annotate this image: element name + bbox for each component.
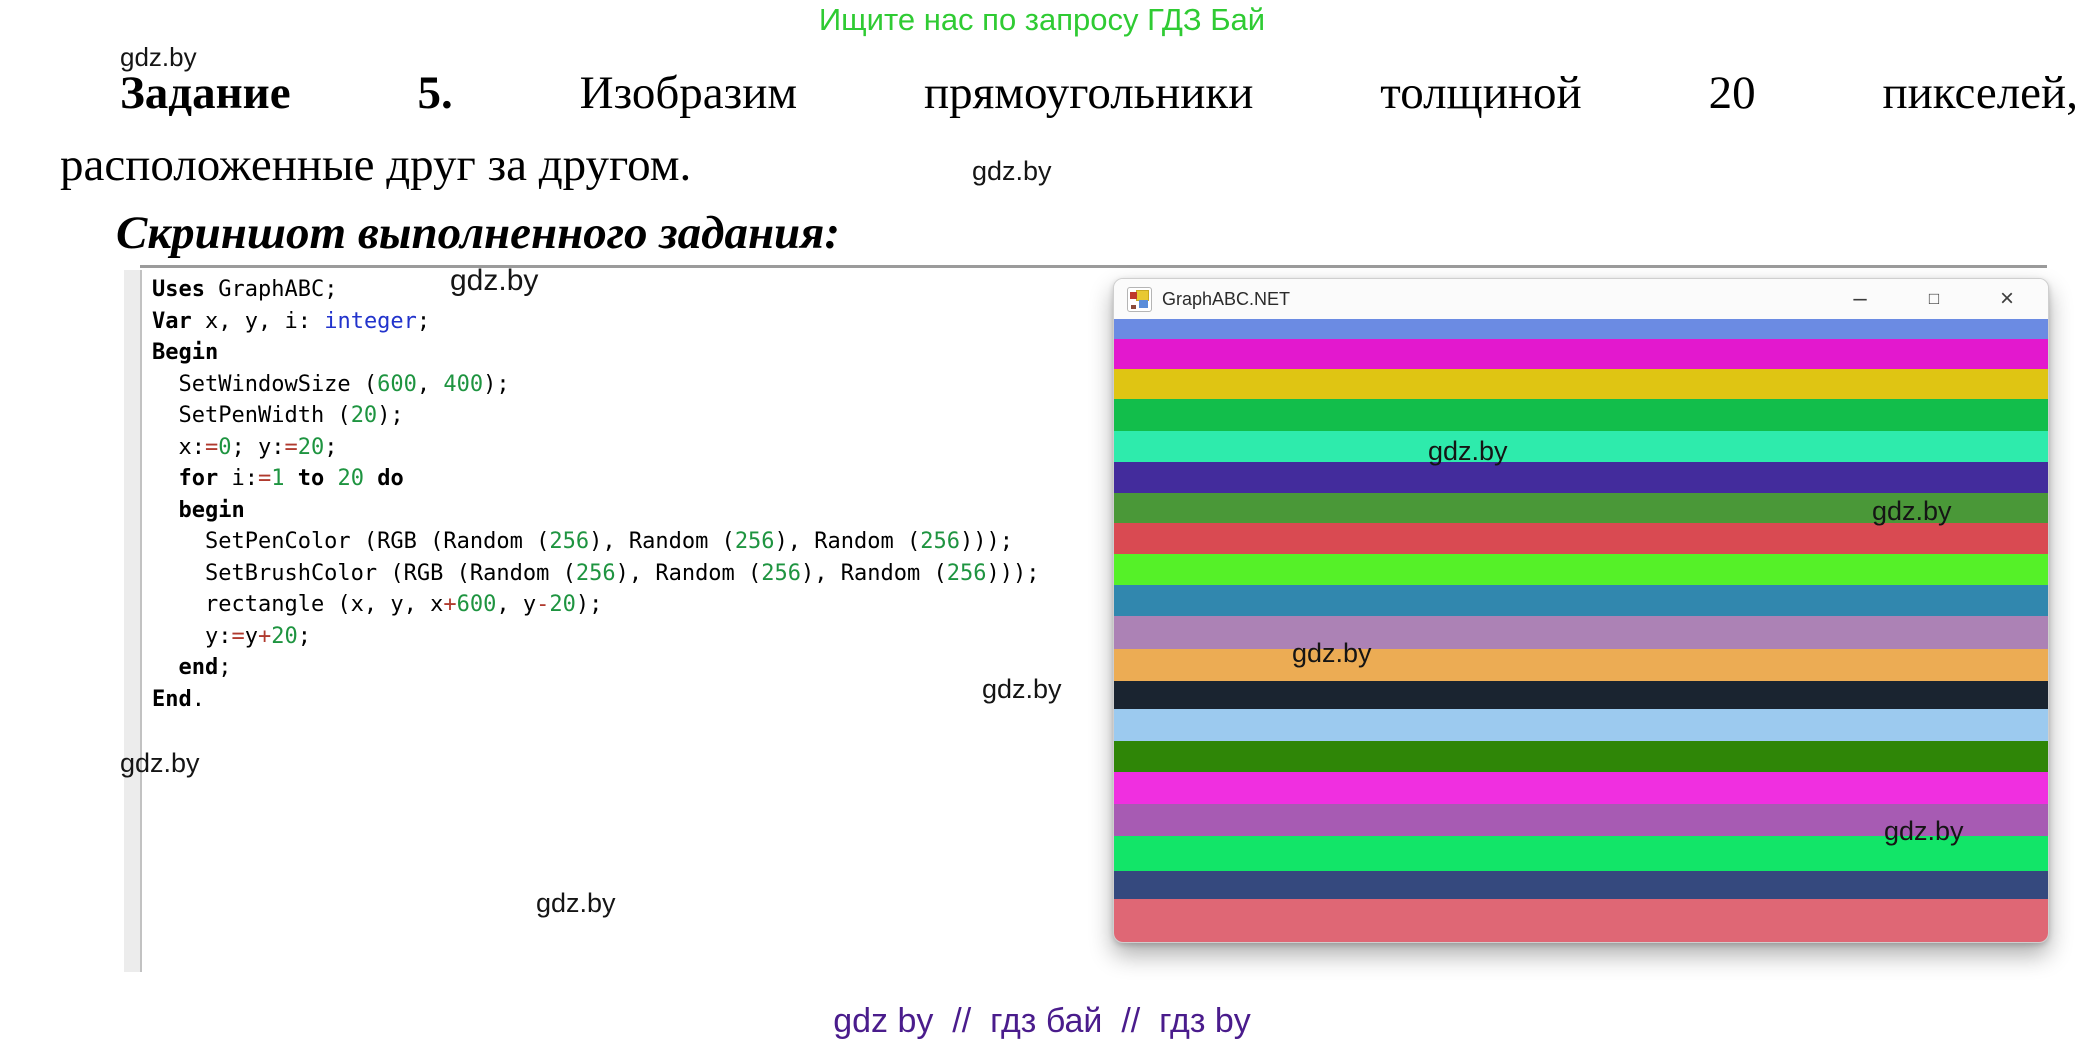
code-line: end; <box>178 655 232 680</box>
icon-dark-square <box>1131 304 1136 309</box>
stripe-15 <box>1114 741 2048 772</box>
watermark-gdzby: gdz.by <box>120 42 197 72</box>
stripe-9 <box>1114 554 2048 585</box>
stripes <box>1114 319 2048 942</box>
stripe-10 <box>1114 585 2048 616</box>
heading-word: толщиной <box>1380 67 1582 119</box>
code-line: SetBrushColor (RGB (Random (256), Random… <box>152 560 1040 586</box>
stripe-13 <box>1114 681 2048 709</box>
stripe-6 <box>1114 462 2048 493</box>
graphabc-app-icon <box>1127 286 1152 312</box>
heading-word: 20 <box>1708 67 1756 119</box>
heading-word: Задание <box>120 67 291 119</box>
graphabc-window: GraphABC.NET – □ × <box>1113 278 2049 943</box>
code-line: SetWindowSize (600, 400); <box>152 371 510 397</box>
watermark-gdzby: gdz.by <box>536 888 616 918</box>
watermark-gdzby: gdz.by <box>1872 496 1952 526</box>
stripe-1 <box>1114 319 2048 339</box>
stripe-7 <box>1114 493 2048 523</box>
stripe-17 <box>1114 804 2048 836</box>
promo-banner: Ищите нас по запросу ГДЗ Бай <box>818 2 1266 37</box>
stripe-19 <box>1114 871 2048 899</box>
icon-red-square <box>1130 291 1137 299</box>
code-line: End. <box>152 686 205 712</box>
section-divider <box>140 265 2047 268</box>
code-line: begin <box>178 497 245 523</box>
code-line: Var x, y, i: integer; <box>152 308 431 334</box>
stripe-2 <box>1114 339 2048 369</box>
heading-word: Изобразим <box>579 67 798 119</box>
icon-blue-square <box>1139 299 1148 308</box>
stripe-11 <box>1114 616 2048 649</box>
code-line: for i:=1 to 20 do <box>178 466 404 491</box>
stripe-16 <box>1114 772 2048 804</box>
code-line: rectangle (x, y, x+600, y-20); <box>152 592 603 617</box>
code-block: Uses GraphABC; Var x, y, i: integer; Begin… <box>152 274 1039 715</box>
stripe-3 <box>1114 369 2048 399</box>
code-line: SetPenWidth (20); <box>152 403 404 428</box>
watermark-gdzby: gdz.by <box>982 674 1062 704</box>
stripe-4 <box>1114 399 2048 431</box>
footer-keywords: gdz by // гдз бай // гдз by <box>833 1002 1251 1040</box>
stripe-12 <box>1114 649 2048 681</box>
maximize-button[interactable]: □ <box>1928 289 1940 308</box>
heading-word: пикселей, <box>1882 67 2078 119</box>
code-line: x:=0; y:=20; <box>152 434 338 460</box>
code-line: y:=y+20; <box>152 623 311 649</box>
stripe-18 <box>1114 836 2048 871</box>
watermark-gdzby: gdz.by <box>120 748 200 778</box>
watermark-gdzby: gdz.by <box>1428 436 1508 466</box>
stripe-8 <box>1114 523 2048 554</box>
code-panel-gutter <box>124 270 142 972</box>
task-heading-line1: Задание 5. Изобразим прямоугольники толщиной… <box>120 66 2078 120</box>
screenshot-subtitle: Скриншот выполненного задания: <box>116 207 841 259</box>
watermark-gdzby: gdz.by <box>972 156 1052 186</box>
watermark-gdzby: gdz.by <box>1292 638 1372 668</box>
watermark-gdzby: gdz.by <box>450 264 539 297</box>
code-line: Uses GraphABC; <box>152 277 338 302</box>
stripe-20 <box>1114 899 2048 942</box>
watermark-gdzby: gdz.by <box>1884 816 1964 846</box>
window-title: GraphABC.NET <box>1162 288 1291 309</box>
stripe-5 <box>1114 431 2048 462</box>
code-line: Begin <box>152 340 219 365</box>
heading-word: 5. <box>417 67 453 119</box>
window-titlebar[interactable]: GraphABC.NET – □ × <box>1114 279 2048 319</box>
task-heading-line2: расположенные друг за другом. <box>60 139 692 191</box>
heading-word: прямоугольники <box>924 67 1254 119</box>
code-line: SetPenColor (RGB (Random (256), Random (… <box>152 529 1013 554</box>
close-button[interactable]: × <box>1999 285 2014 312</box>
minimize-button[interactable]: – <box>1853 285 1867 312</box>
stripe-14 <box>1114 709 2048 741</box>
